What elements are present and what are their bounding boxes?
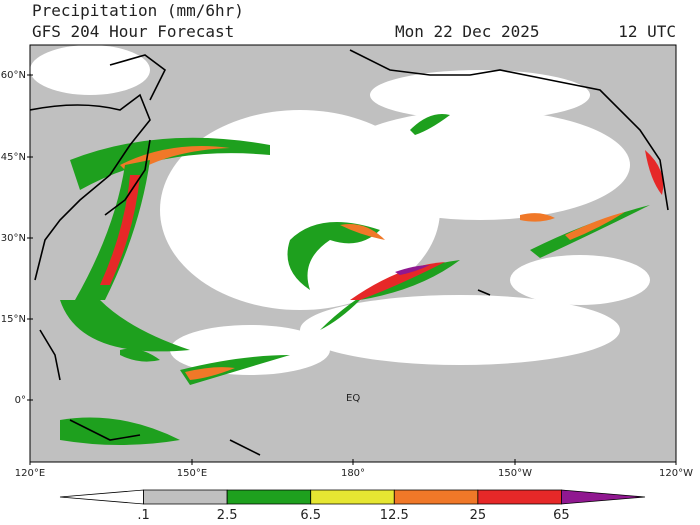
lat-label: 60°N [1, 70, 26, 81]
lat-label: 45°N [1, 152, 26, 163]
colorbar-label: 6.5 [300, 508, 321, 523]
lon-label: 150°E [177, 468, 207, 479]
lat-label: 15°N [1, 314, 26, 325]
title: Precipitation (mm/6hr) [32, 1, 244, 20]
precip-field [30, 45, 676, 462]
time: 12 UTC [618, 22, 676, 41]
colorbar-label: 25 [470, 508, 487, 523]
colorbar-label: 12.5 [380, 508, 409, 523]
colorbar-segment [393, 489, 479, 505]
lon-label: 120°E [15, 468, 45, 479]
subtitle: GFS 204 Hour Forecast [32, 22, 234, 41]
colorbar-label: 65 [553, 508, 570, 523]
colorbar-label: .1 [137, 508, 149, 523]
colorbar-segment [310, 489, 395, 505]
colorbar-segment [477, 489, 562, 505]
lon-label: 180° [341, 468, 365, 479]
colorbar-segment [226, 489, 312, 505]
colorbar-segment [143, 489, 228, 505]
colorbar-label: 2.5 [217, 508, 238, 523]
colorbar-segment [59, 489, 144, 505]
lat-label: 0° [15, 395, 26, 406]
equator-label: EQ [346, 393, 360, 404]
lon-label: 150°W [498, 468, 532, 479]
date: Mon 22 Dec 2025 [395, 22, 540, 41]
colorbar-segment [561, 489, 646, 505]
lon-label: 120°W [659, 468, 693, 479]
lat-label: 30°N [1, 233, 26, 244]
